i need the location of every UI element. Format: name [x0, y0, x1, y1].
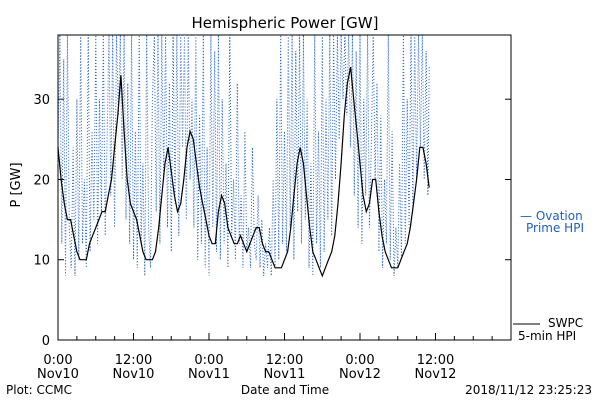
legend-ovation: — Ovation Prime HPI [520, 209, 584, 235]
x-axis-ticks: 0:00Nov1012:00Nov100:00Nov1112:00Nov110:… [37, 333, 512, 382]
x-tick-day: Nov10 [113, 367, 155, 382]
y-axis-ticks: 0 10 20 30 [33, 93, 511, 349]
y-tick-label: 30 [33, 93, 50, 108]
chart-title: Hemispheric Power [GW] [192, 14, 379, 32]
footer-right: 2018/11/12 23:25:23 [465, 383, 592, 397]
legend-swpc-line1: SWPC [548, 316, 583, 330]
y-axis-label: P [GW] [9, 162, 24, 207]
y-tick-label: 0 [42, 334, 50, 349]
x-axis-label: Date and Time [241, 383, 329, 397]
x-tick-day: Nov11 [188, 367, 230, 382]
x-tick-day: Nov12 [339, 367, 381, 382]
x-tick-time: 12:00 [417, 353, 454, 368]
legend-ovation-line1: — Ovation [520, 209, 583, 223]
legend-swpc: SWPC 5-min HPI [513, 316, 583, 343]
x-tick-day: Nov11 [264, 367, 306, 382]
swpc-line [57, 66, 430, 278]
legend-ovation-line2: Prime HPI [526, 221, 584, 235]
x-tick-time: 0:00 [345, 353, 374, 368]
ovation-line [57, 34, 430, 276]
swpc-series [57, 66, 430, 278]
legend-swpc-line2: 5-min HPI [518, 329, 576, 343]
x-tick-time: 0:00 [43, 353, 72, 368]
y-tick-label: 10 [33, 254, 50, 269]
x-tick-day: Nov12 [415, 367, 457, 382]
x-tick-day: Nov10 [37, 367, 79, 382]
x-tick-time: 12:00 [115, 353, 152, 368]
x-tick-time: 12:00 [266, 353, 303, 368]
y-tick-label: 20 [33, 173, 50, 188]
x-tick-time: 0:00 [194, 353, 223, 368]
ovation-series [57, 34, 430, 276]
footer-left: Plot: CCMC [6, 383, 72, 397]
